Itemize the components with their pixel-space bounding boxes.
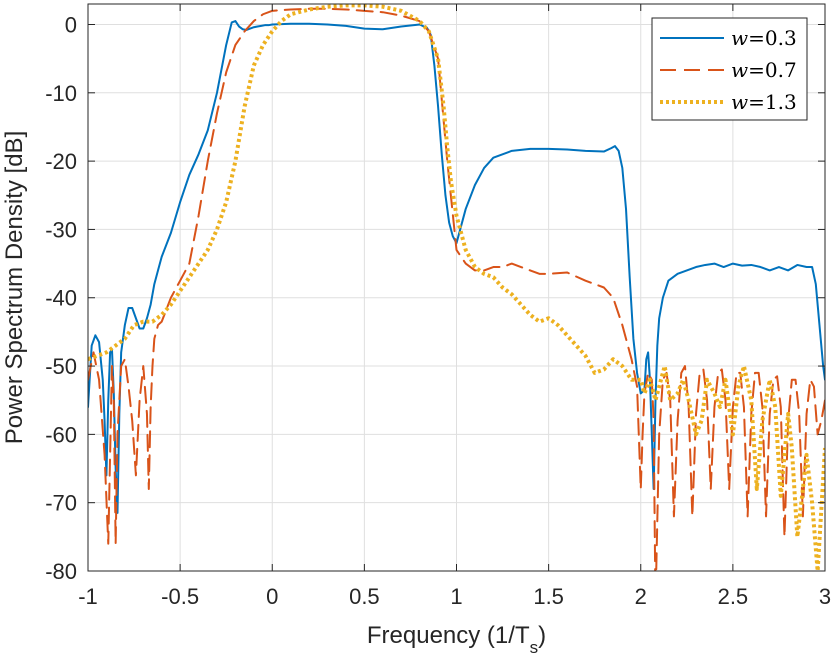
x-tick-label: 0 xyxy=(266,584,278,609)
y-tick-label: 0 xyxy=(65,12,77,37)
x-tick-label: -1 xyxy=(78,584,98,609)
legend-label-value: =0.3 xyxy=(748,26,797,50)
x-tick-label: 2.5 xyxy=(718,584,749,609)
x-axis-label-main: Frequency (1/T xyxy=(367,622,530,649)
legend-item-1: w=0.3 xyxy=(660,26,797,50)
y-tick-label: -30 xyxy=(45,217,77,242)
x-tick-label: 0.5 xyxy=(349,584,380,609)
y-tick-label: -70 xyxy=(45,491,77,516)
legend-label: w=0.3 xyxy=(731,26,797,50)
legend-label-var: w xyxy=(731,58,748,82)
y-tick-label: -50 xyxy=(45,354,77,379)
legend-label: w=1.3 xyxy=(731,90,797,114)
x-axis-ticks: -1 -0.5 0 0.5 1 1.5 2 2.5 3 xyxy=(78,4,831,609)
x-tick-label: 1 xyxy=(450,584,462,609)
legend-box xyxy=(651,17,808,121)
legend: w=0.3w=0.7w=1.3 xyxy=(651,17,808,121)
y-tick-label: -10 xyxy=(45,81,77,106)
series-line-2 xyxy=(88,7,825,571)
y-tick-label: -20 xyxy=(45,149,77,174)
x-axis-label-close: ) xyxy=(538,622,546,649)
legend-label-var: w xyxy=(731,26,748,50)
legend-items: w=0.3w=0.7w=1.3 xyxy=(660,26,797,114)
series-line-3 xyxy=(88,4,825,571)
x-axis-label-subscript: s xyxy=(530,638,539,657)
legend-label-value: =0.7 xyxy=(748,58,797,82)
y-axis-label: Power Spectrum Density [dB] xyxy=(1,131,28,444)
legend-item-2: w=0.7 xyxy=(660,58,797,82)
series-layer xyxy=(88,4,825,571)
x-tick-label: 2 xyxy=(635,584,647,609)
series-line-1 xyxy=(88,20,825,514)
x-axis-label: Frequency (1/Ts) xyxy=(367,622,546,657)
y-tick-label: -40 xyxy=(45,286,77,311)
x-tick-label: -0.5 xyxy=(161,584,199,609)
legend-label-var: w xyxy=(731,90,748,114)
legend-label: w=0.7 xyxy=(731,58,797,82)
x-tick-label: 1.5 xyxy=(533,584,564,609)
legend-item-3: w=1.3 xyxy=(660,90,797,114)
y-tick-label: -60 xyxy=(45,422,77,447)
y-tick-label: -80 xyxy=(45,559,77,584)
legend-label-value: =1.3 xyxy=(748,90,797,114)
x-tick-label: 3 xyxy=(819,584,831,609)
y-axis-ticks: -80 -70 -60 -50 -40 -30 -20 -10 0 xyxy=(45,12,825,584)
